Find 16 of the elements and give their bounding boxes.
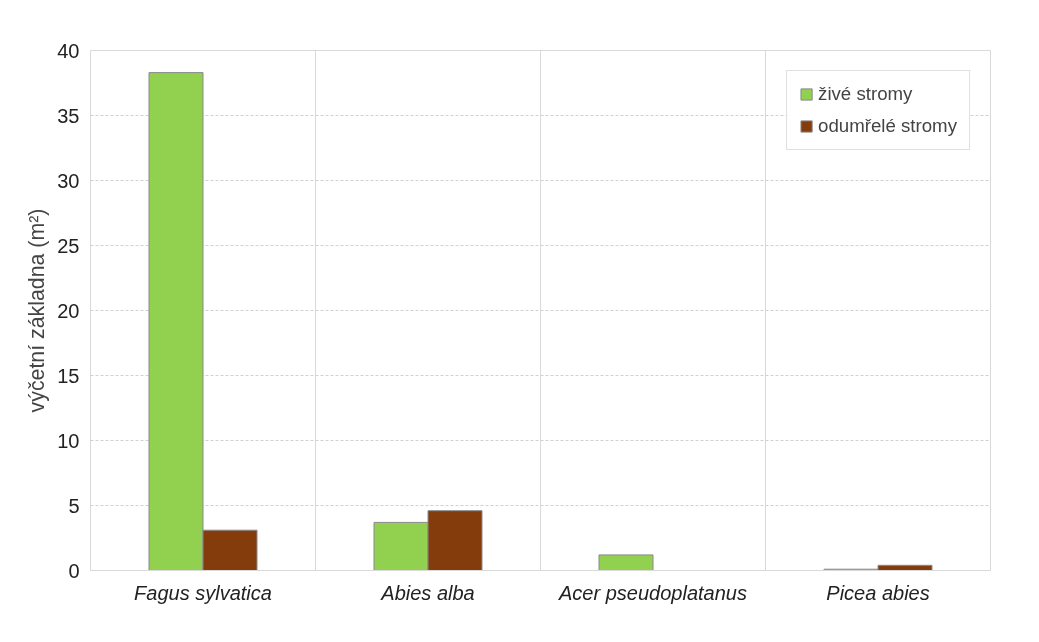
y-tick-label: 40 — [57, 39, 80, 62]
x-tick-label: Acer pseudoplatanus — [558, 581, 747, 604]
y-tick-label: 35 — [57, 104, 80, 127]
y-tick-label: 20 — [57, 299, 80, 322]
y-axis-title: výčetní základna (m²) — [25, 208, 50, 413]
legend-label: živé stromy — [818, 83, 913, 105]
legend-label: odumřelé stromy — [818, 115, 957, 137]
y-tick-label: 0 — [68, 559, 80, 582]
x-tick-label: Picea abies — [826, 581, 930, 604]
y-tick-label: 25 — [57, 234, 80, 257]
x-tick-label: Fagus sylvatica — [134, 581, 272, 604]
x-tick-label: Abies alba — [380, 581, 475, 604]
y-tick-label: 5 — [68, 494, 80, 517]
y-tick-label: 30 — [57, 169, 80, 192]
y-tick-label: 10 — [57, 429, 80, 452]
y-tick-label: 15 — [57, 364, 80, 387]
